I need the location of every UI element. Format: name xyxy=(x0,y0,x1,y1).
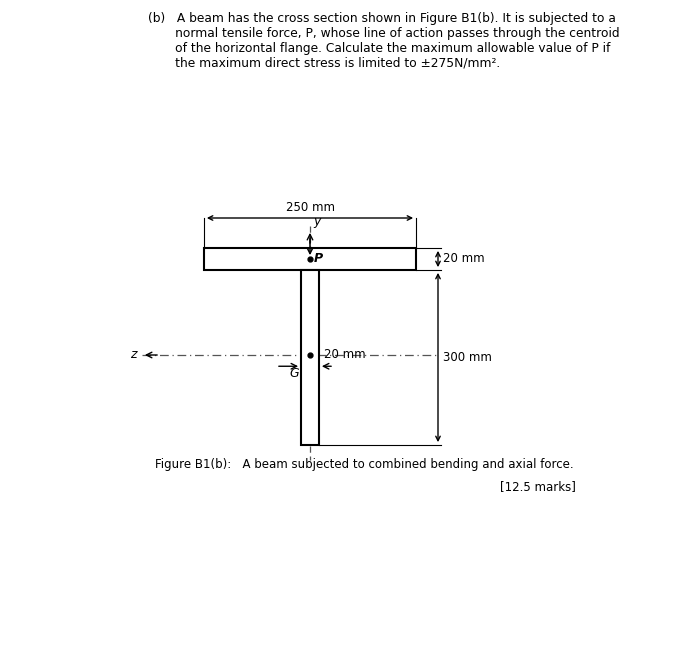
Text: the maximum direct stress is limited to ±275N/mm².: the maximum direct stress is limited to … xyxy=(148,57,500,70)
Text: of the horizontal flange. Calculate the maximum allowable value of P if: of the horizontal flange. Calculate the … xyxy=(148,42,610,55)
Text: 300 mm: 300 mm xyxy=(443,351,492,364)
Text: 20 mm: 20 mm xyxy=(324,348,365,360)
Text: (b)   A beam has the cross section shown in Figure B1(b). It is subjected to a: (b) A beam has the cross section shown i… xyxy=(148,12,616,25)
Text: Figure B1(b):   A beam subjected to combined bending and axial force.: Figure B1(b): A beam subjected to combin… xyxy=(155,458,573,471)
Text: y: y xyxy=(313,215,321,228)
Bar xyxy=(204,248,416,270)
Text: P: P xyxy=(314,253,323,266)
Text: G: G xyxy=(289,367,299,380)
Bar xyxy=(301,270,319,445)
Text: 20 mm: 20 mm xyxy=(443,253,484,266)
Text: 250 mm: 250 mm xyxy=(286,201,335,214)
Text: normal tensile force, P, whose line of action passes through the centroid: normal tensile force, P, whose line of a… xyxy=(148,27,620,40)
Text: z: z xyxy=(130,348,137,362)
Text: [12.5 marks]: [12.5 marks] xyxy=(500,480,576,493)
